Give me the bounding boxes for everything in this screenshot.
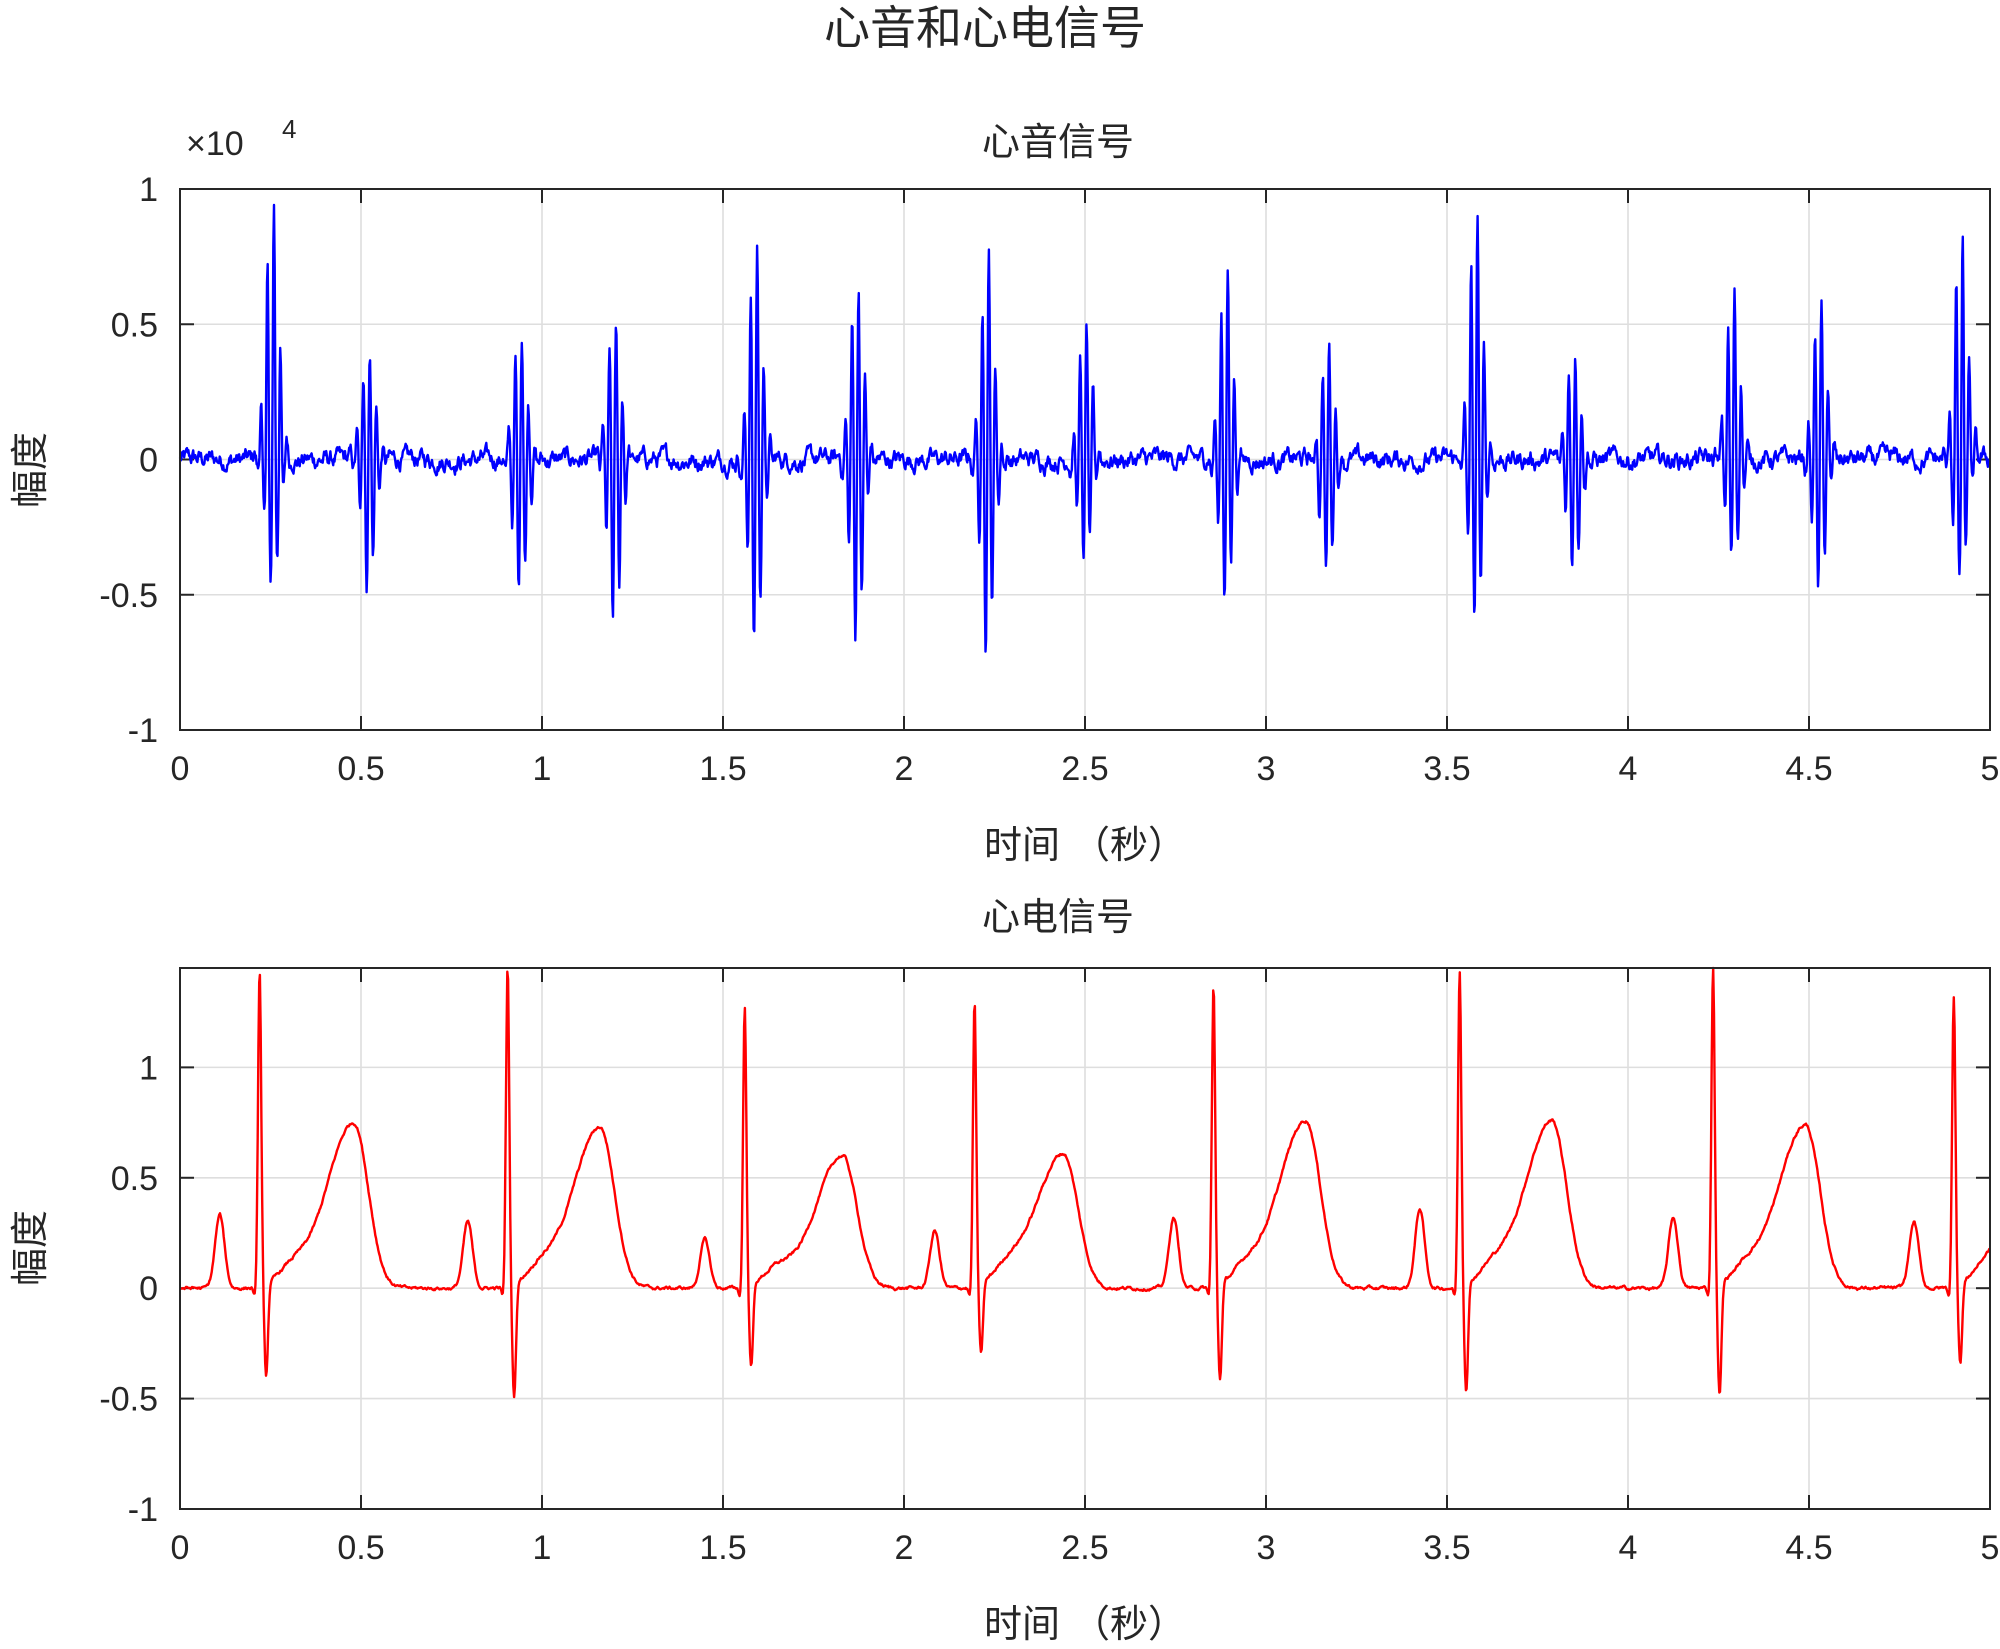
y-tick-label: 0 <box>139 1270 158 1308</box>
y-tick-label: 1 <box>139 171 158 209</box>
x-tick-label: 3.5 <box>1423 1529 1470 1567</box>
ecg-panel: 心电信号 0 0.5 1 1.5 2 2.5 3 3.5 4 4.5 5 -1 -0.5 0 0.5 1 时间… <box>8 895 1999 1646</box>
tick-labels: 0 0.5 1 1.5 2 2.5 3 3.5 4 4.5 5 -1 -0.5 0 0.5 1 <box>99 171 1999 788</box>
x-tick-label: 3.5 <box>1423 750 1470 788</box>
x-tick-label: 2.5 <box>1061 750 1108 788</box>
y-tick-label: -1 <box>128 712 158 750</box>
ecg-title: 心电信号 <box>982 895 1134 939</box>
y-axis-label: 幅度 <box>8 1210 52 1286</box>
x-tick-label: 1.5 <box>699 750 746 788</box>
x-tick-label: 4.5 <box>1785 750 1832 788</box>
y-tick-label: 0 <box>139 442 158 480</box>
y-tick-label: 1 <box>139 1049 158 1087</box>
x-tick-label: 5 <box>1981 1529 2000 1567</box>
x-tick-label: 0 <box>171 1529 190 1567</box>
y-tick-label: -0.5 <box>99 1381 158 1419</box>
x-tick-label: 2 <box>895 1529 914 1567</box>
y-exponent-label: ×10 <box>186 125 244 163</box>
axes-frame <box>179 188 1991 731</box>
x-tick-label: 3 <box>1257 750 1276 788</box>
x-tick-label: 3 <box>1257 1529 1276 1567</box>
x-tick-label: 1 <box>533 1529 552 1567</box>
x-tick-label: 5 <box>1981 750 2000 788</box>
x-axis-label: 时间 （秒） <box>984 1602 1186 1646</box>
axes-frame <box>179 967 1991 1510</box>
x-tick-label: 0.5 <box>337 1529 384 1567</box>
heart-sound-title: 心音信号 <box>982 120 1134 164</box>
ecg-line <box>179 966 1991 1399</box>
x-axis-label: 时间 （秒） <box>984 823 1186 867</box>
x-tick-label: 1 <box>533 750 552 788</box>
y-tick-label: 0.5 <box>111 1160 158 1198</box>
x-tick-label: 4.5 <box>1785 1529 1832 1567</box>
x-tick-label: 4 <box>1619 1529 1638 1567</box>
x-tick-label: 0.5 <box>337 750 384 788</box>
heart-sound-line <box>178 203 1992 653</box>
x-tick-label: 1.5 <box>699 1529 746 1567</box>
tick-labels: 0 0.5 1 1.5 2 2.5 3 3.5 4 4.5 5 -1 -0.5 0 0.5 1 <box>99 968 1999 1567</box>
y-axis-label: 幅度 <box>8 432 52 508</box>
figure-title: 心音和心电信号 <box>824 1 1146 55</box>
y-tick-label: 0.5 <box>111 306 158 344</box>
y-tick-label: -1 <box>128 1491 158 1529</box>
heart-sound-panel: 心音信号 ×10 4 0 0.5 1 1.5 2 2.5 3 3.5 4 4.5 5-1-0.500… <box>8 114 1999 867</box>
x-tick-label: 4 <box>1619 750 1638 788</box>
y-exponent-power: 4 <box>282 114 296 144</box>
y-tick-label: -0.5 <box>99 577 158 615</box>
x-tick-label: 0 <box>171 750 190 788</box>
x-tick-label: 2 <box>895 750 914 788</box>
x-tick-label: 2.5 <box>1061 1529 1108 1567</box>
